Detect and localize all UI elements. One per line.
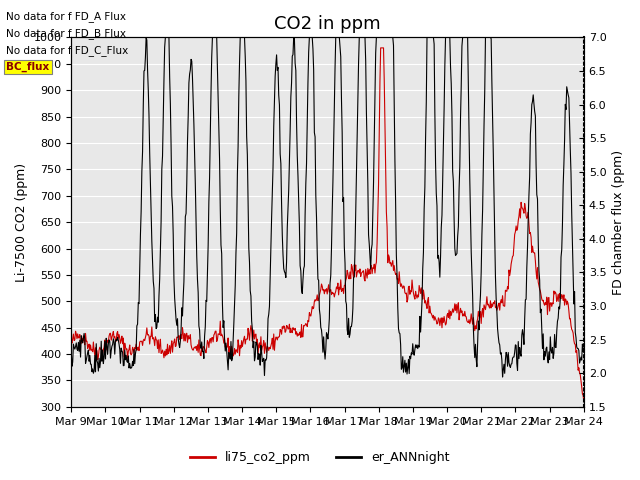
Text: No data for f FD_A Flux: No data for f FD_A Flux (6, 11, 127, 22)
Y-axis label: FD chamber flux (ppm): FD chamber flux (ppm) (612, 150, 625, 295)
Y-axis label: Li-7500 CO2 (ppm): Li-7500 CO2 (ppm) (15, 163, 28, 282)
Text: No data for f FD_B Flux: No data for f FD_B Flux (6, 28, 127, 39)
Title: CO2 in ppm: CO2 in ppm (275, 15, 381, 33)
Legend: li75_co2_ppm, er_ANNnight: li75_co2_ppm, er_ANNnight (186, 446, 454, 469)
Text: No data for f FD_C_Flux: No data for f FD_C_Flux (6, 45, 129, 56)
Text: BC_flux: BC_flux (6, 61, 50, 72)
